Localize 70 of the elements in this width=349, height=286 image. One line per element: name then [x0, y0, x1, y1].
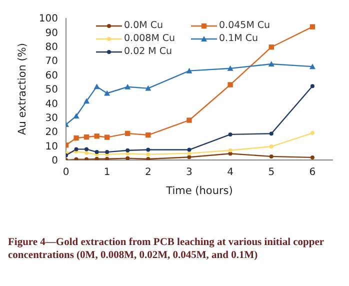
point	[84, 134, 90, 140]
point	[94, 134, 100, 139]
point	[146, 148, 150, 152]
y-tick-label: 100	[38, 14, 58, 25]
y-axis-title: Au extraction (%)	[16, 43, 29, 135]
x-axis-title: Time (hours)	[165, 185, 233, 197]
point	[84, 98, 90, 104]
point	[84, 147, 89, 152]
point	[269, 132, 274, 136]
point	[269, 144, 274, 149]
point	[94, 156, 99, 160]
point	[124, 84, 131, 90]
point	[309, 64, 316, 70]
point	[310, 131, 314, 136]
x-tick-label: 6	[309, 167, 316, 178]
y-tick-label: 10	[45, 141, 58, 152]
y-tick-label: 0	[52, 156, 58, 167]
x-tick-label: 2	[144, 167, 152, 178]
point	[105, 156, 110, 160]
legend-label: 0.008M Cu	[124, 33, 176, 44]
point	[228, 152, 232, 156]
x-tick-label: 1	[104, 167, 110, 178]
point	[268, 44, 274, 50]
point	[228, 148, 232, 152]
point	[126, 156, 130, 160]
legend-label: 0.02 M Cu	[124, 46, 172, 57]
point	[84, 157, 89, 160]
point	[126, 152, 130, 156]
x-tick-label: 4	[227, 167, 234, 178]
legend-label: 0.045M Cu	[219, 20, 270, 31]
point	[145, 85, 152, 91]
y-tick-label: 70	[45, 56, 58, 68]
y-tick-label: 80	[45, 42, 58, 53]
point	[74, 135, 79, 141]
point	[310, 24, 316, 30]
point	[146, 152, 150, 156]
point	[228, 82, 233, 88]
point	[126, 148, 130, 152]
point	[268, 61, 274, 67]
x-tick-label: 0	[62, 167, 70, 178]
y-tick-label: 40	[45, 98, 58, 110]
point	[104, 134, 110, 140]
x-tick-label: 3	[186, 167, 192, 178]
point	[84, 150, 89, 155]
point	[146, 157, 150, 160]
legend-label: 0.0M Cu	[124, 20, 163, 31]
caption: Figure 4—Gold extraction from PCB leaching at various initial copper concentrations (0M, 0.008M, 0.02M, 0.045M, and 0.1M)	[8, 237, 325, 262]
point	[187, 148, 192, 152]
y-tick-label: 90	[45, 28, 58, 39]
y-tick-label: 60	[45, 70, 58, 82]
point	[227, 65, 234, 71]
x-tick-label: 5	[268, 167, 275, 178]
point	[310, 84, 314, 88]
point	[186, 118, 192, 123]
point	[187, 151, 192, 156]
point	[228, 132, 232, 136]
point	[186, 68, 192, 74]
point	[310, 155, 314, 160]
point	[187, 155, 192, 160]
legend-label: 0.1M Cu	[219, 33, 258, 44]
point	[94, 84, 100, 90]
y-tick-label: 30	[45, 112, 58, 124]
point	[74, 157, 78, 160]
point	[146, 132, 151, 138]
point	[73, 112, 80, 118]
y-tick-label: 20	[45, 127, 58, 138]
point	[104, 90, 110, 96]
point	[125, 130, 130, 136]
y-tick-label: 50	[45, 84, 58, 96]
point	[269, 154, 274, 158]
